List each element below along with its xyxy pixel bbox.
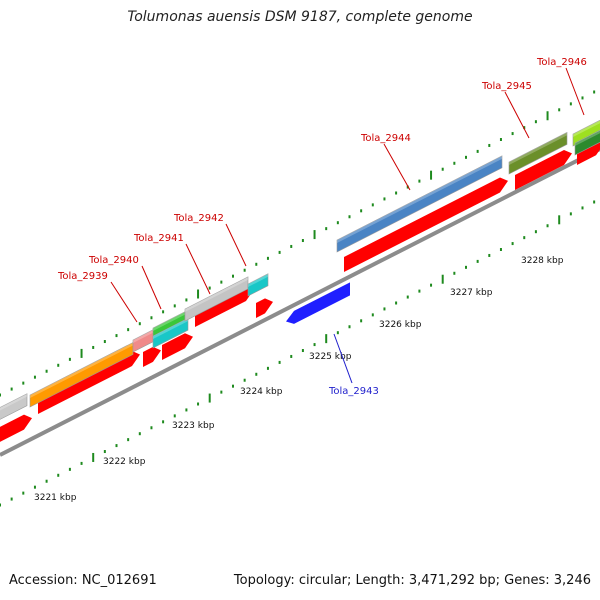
cds-arrow	[256, 298, 273, 318]
scale-label: 3224 kbp	[240, 387, 283, 397]
feature-layer	[0, 119, 600, 442]
grey-feature-bar-highlight	[0, 393, 27, 411]
gene-label: Tola_2940	[88, 255, 139, 266]
tick-layer	[0, 90, 596, 507]
gene-label: Tola_2945	[481, 81, 532, 92]
cyan-small-bar-highlight	[153, 318, 188, 339]
gene-leader-line	[383, 143, 411, 191]
cds-arrow	[162, 333, 193, 360]
cyan-feature-bar-highlight	[248, 273, 268, 287]
accession-text: Accession: NC_012691	[9, 573, 157, 588]
label-layer: 3221 kbp 3222 kbp 3223 kbp 3224 kbp 3225 kbp…	[34, 57, 587, 503]
gene-label: Tola_2946	[536, 57, 587, 68]
gene-leader-line	[225, 223, 247, 267]
grey-feature-bar-2-highlight	[185, 276, 248, 312]
cds-arrow	[38, 351, 140, 414]
gene-label: Tola_2941	[133, 233, 184, 244]
cds-arrow	[515, 150, 572, 190]
cds-arrow	[577, 140, 600, 165]
dark-green-feature-bar-highlight	[575, 130, 600, 146]
gene-leader-line	[333, 333, 353, 384]
backbone-layer	[0, 147, 600, 457]
lime-feature-bar	[572, 119, 600, 147]
green-feature-bar-highlight	[153, 311, 185, 331]
pink-feature-bar-highlight	[133, 328, 155, 343]
scale-label: 3226 kbp	[379, 320, 422, 330]
orange-feature-bar-highlight	[30, 342, 133, 398]
scale-label: 3221 kbp	[34, 493, 77, 503]
gene-label: Tola_2944	[360, 133, 411, 144]
backbone-line	[0, 147, 600, 457]
blue-feature-bar-highlight	[337, 155, 502, 243]
gene-leader-line	[110, 281, 138, 323]
cds-arrow	[0, 414, 32, 442]
gene-leader-line	[565, 67, 585, 116]
gene-leader-line	[185, 243, 211, 295]
olive-feature-bar	[508, 131, 568, 175]
olive-feature-bar-highlight	[509, 132, 567, 165]
grey-feature-bar	[0, 393, 28, 420]
scale-label: 3222 kbp	[103, 457, 146, 467]
scale-label: 3223 kbp	[172, 421, 215, 431]
scale-label: 3228 kbp	[521, 256, 564, 266]
dark-green-feature-bar	[574, 129, 600, 156]
map-title: Tolumonas auensis DSM 9187, complete gen…	[127, 9, 473, 25]
cyan-feature-bar	[247, 273, 269, 297]
scale-label: 3225 kbp	[309, 352, 352, 362]
gene-label: Tola_2942	[173, 213, 224, 224]
blue-feature-bar	[336, 155, 503, 253]
cyan-small-bar	[152, 317, 189, 349]
lime-feature-bar-highlight	[573, 120, 600, 137]
gene-leader-line	[504, 91, 530, 139]
genome-summary-text: Topology: circular; Length: 3,471,292 bp…	[233, 573, 591, 588]
reverse-gene-arrow	[286, 282, 350, 324]
cds-arrow	[195, 285, 254, 327]
gene-label: Tola_2939	[57, 271, 108, 282]
cds-arrow	[143, 346, 161, 367]
scale-label: 3227 kbp	[450, 288, 493, 298]
orange-feature-bar	[29, 341, 134, 408]
gene-leader-line	[141, 265, 162, 310]
cds-arrow	[344, 177, 508, 272]
gene-label: Tola_2943	[328, 386, 379, 397]
